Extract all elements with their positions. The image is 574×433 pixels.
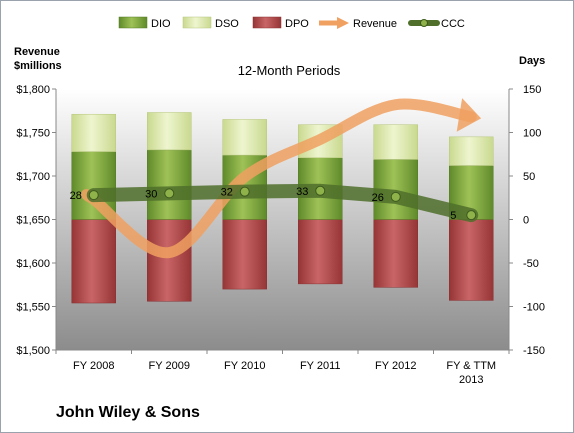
legend-label: DIO <box>151 18 171 30</box>
ccc-label: 30 <box>145 188 157 200</box>
revenue-layer <box>80 98 482 259</box>
legend-swatch <box>118 16 148 29</box>
revenue-arrowhead <box>456 98 482 132</box>
y-right-tick-label: 50 <box>523 171 535 183</box>
plot-area <box>56 89 509 350</box>
y-axis-right-title: Days <box>519 55 546 67</box>
y-axis-left-title: Revenue $millions <box>14 45 62 73</box>
x-tick-label: 2013 <box>459 374 483 386</box>
chart-title: 12-Month Periods <box>238 63 341 78</box>
x-tick-label: FY 2008 <box>73 360 114 372</box>
x-axis: FY 2008 FY 2009 FY 2010 FY 2011 FY 2012 FY & … <box>55 349 510 386</box>
x-tick-label: FY & TTM <box>446 360 496 372</box>
y-axis-left: $1,800 $1,750 $1,700 $1,650 $1,600 $1,550 $1,5… <box>16 84 57 357</box>
bar-dpo <box>449 219 494 301</box>
legend: DIO DSO DPO Revenue CCC <box>118 16 465 30</box>
bar-dso <box>147 112 192 151</box>
y-right-tick-label: -100 <box>523 302 545 314</box>
bar-dpo <box>222 219 267 290</box>
ccc-marker <box>466 210 477 221</box>
legend-label: Revenue <box>353 18 397 30</box>
bar-dpo <box>147 219 192 302</box>
x-tick-label: FY 2012 <box>375 360 416 372</box>
y-right-tick-label: 100 <box>523 128 541 140</box>
y-left-tick-label: $1,600 <box>16 258 50 270</box>
legend-swatch-marker <box>420 19 428 27</box>
ccc-label: 5 <box>450 210 456 222</box>
y-left-tick-label: $1,700 <box>16 171 50 183</box>
legend-swatch <box>252 16 282 29</box>
y-right-tick-label: 0 <box>523 215 529 227</box>
legend-swatch <box>182 16 212 29</box>
bar-dpo <box>71 219 116 304</box>
ccc-label: 32 <box>221 187 233 199</box>
y-axis-right: 150 100 50 0 -50 -100 -150 <box>508 84 545 357</box>
legend-label: CCC <box>441 18 465 30</box>
ccc-line <box>86 183 479 223</box>
y-axis-left-title-line2: $millions <box>14 60 62 72</box>
y-left-tick-label: $1,500 <box>16 345 50 357</box>
bar-dso <box>71 113 116 152</box>
ccc-marker <box>239 186 250 197</box>
bar-dso <box>373 124 418 160</box>
ccc-layer: 28 30 32 33 26 5 <box>70 183 479 223</box>
x-tick-label: FY 2011 <box>300 360 341 372</box>
ccc-marker <box>390 191 401 202</box>
y-right-tick-label: 150 <box>523 84 541 96</box>
y-left-tick-label: $1,550 <box>16 302 50 314</box>
y-right-tick-label: -150 <box>523 345 545 357</box>
ccc-label: 26 <box>372 192 384 204</box>
y-left-tick-label: $1,800 <box>16 84 50 96</box>
y-left-tick-label: $1,650 <box>16 215 50 227</box>
x-tick-label: FY 2010 <box>224 360 265 372</box>
ccc-marker <box>88 190 99 201</box>
legend-label: DSO <box>215 18 239 30</box>
x-tick-label: FY 2009 <box>149 360 190 372</box>
y-right-tick-label: -50 <box>523 258 539 270</box>
ccc-marker <box>164 188 175 199</box>
bar-dso <box>222 119 267 156</box>
legend-label: DPO <box>285 18 309 30</box>
bar-dpo <box>373 219 418 288</box>
bar-dio <box>147 149 192 220</box>
ccc-label: 28 <box>70 190 82 202</box>
bar-dpo <box>298 219 343 285</box>
ccc-label: 33 <box>296 186 308 198</box>
legend-swatch-arrowhead <box>337 17 349 29</box>
y-left-tick-label: $1,750 <box>16 128 50 140</box>
revenue-line <box>80 98 477 259</box>
company-name: John Wiley & Sons <box>56 404 200 421</box>
ccc-marker <box>315 185 326 196</box>
bar-dso <box>449 136 494 166</box>
y-axis-left-title-line1: Revenue <box>14 46 60 58</box>
